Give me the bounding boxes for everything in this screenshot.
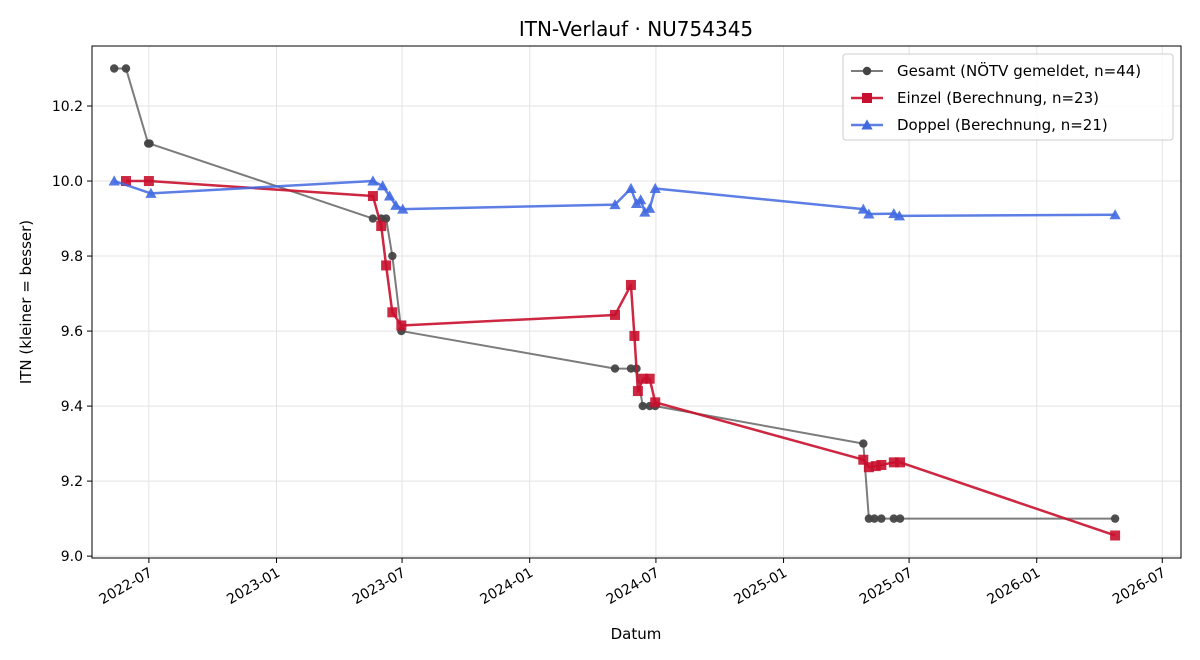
series-markers — [109, 64, 1120, 523]
y-tick-label: 10.0 — [52, 174, 83, 190]
data-point-triangle — [377, 180, 389, 191]
y-tick-label: 9.4 — [61, 399, 83, 415]
data-point-circle — [877, 514, 886, 523]
data-point-triangle — [397, 203, 409, 214]
x-tick-label: 2025-01 — [731, 565, 790, 608]
data-point-square — [863, 462, 874, 473]
data-point-square — [632, 386, 643, 397]
y-tick-label: 9.2 — [61, 474, 83, 490]
data-point-circle — [368, 214, 378, 223]
data-point-triangle — [390, 199, 402, 210]
data-point-square — [1110, 530, 1121, 541]
data-point-circle — [862, 66, 872, 76]
data-point-circle — [638, 401, 647, 411]
legend-item: Gesamt (NÖTV gemeldet, n=44) — [851, 61, 1141, 80]
data-point-triangle — [857, 203, 869, 214]
data-point-triangle — [863, 208, 875, 219]
chart-title: ITN-Verlauf · NU754345 — [519, 17, 753, 41]
data-point-circle — [388, 251, 397, 261]
data-point-triangle — [108, 175, 120, 186]
data-point-square — [367, 191, 378, 202]
data-point-square — [396, 320, 407, 331]
series-2 — [120, 176, 1121, 541]
y-tick-label: 9.0 — [61, 549, 83, 565]
x-axis-label: Datum — [611, 625, 662, 643]
data-point-triangle — [635, 194, 647, 205]
data-point-circle — [145, 139, 154, 148]
series-3 — [108, 175, 1121, 221]
data-point-square — [387, 307, 398, 318]
data-point-circle — [1110, 514, 1120, 523]
series-1 — [109, 64, 1120, 523]
data-point-circle — [895, 514, 905, 523]
x-tick-label: 2025-07 — [857, 565, 916, 608]
legend-item: Einzel (Berechnung, n=23) — [851, 89, 1099, 107]
y-tick-label: 9.8 — [61, 249, 83, 265]
data-point-triangle — [367, 175, 379, 186]
y-tick-label: 10.2 — [52, 99, 83, 115]
data-point-triangle — [644, 202, 656, 213]
data-point-square — [870, 461, 881, 472]
series-markers — [120, 176, 1121, 541]
data-point-square — [625, 279, 636, 290]
data-point-triangle — [383, 190, 396, 201]
legend: Gesamt (NÖTV gemeldet, n=44) Einzel (Bere… — [842, 53, 1174, 141]
x-tick-label: 2026-01 — [985, 565, 1044, 608]
data-point-triangle — [1109, 209, 1121, 220]
data-point-square — [644, 373, 655, 384]
legend-item: Doppel (Berechnung, n=21) — [851, 116, 1108, 134]
data-point-triangle — [893, 210, 905, 221]
data-point-triangle — [609, 199, 621, 210]
x-tick-label: 2026-07 — [1110, 565, 1169, 608]
legend-label: Doppel (Berechnung, n=21) — [897, 116, 1108, 134]
x-tick-label: 2024-07 — [604, 565, 663, 608]
data-point-triangle — [649, 182, 661, 194]
data-point-square — [609, 309, 620, 320]
x-tick-label: 2022-07 — [97, 565, 156, 608]
x-tick-label: 2023-07 — [350, 565, 409, 608]
data-point-square — [376, 221, 387, 232]
data-point-square — [381, 260, 392, 271]
series-line — [113, 179, 1116, 218]
data-point-circle — [381, 214, 391, 223]
data-point-circle — [870, 514, 879, 523]
data-point-triangle — [861, 119, 873, 130]
legend-label: Gesamt (NÖTV gemeldet, n=44) — [897, 61, 1141, 80]
data-point-square — [888, 457, 899, 468]
legend-box — [842, 53, 1174, 141]
data-point-square — [862, 93, 872, 103]
y-tick-label: 9.6 — [61, 324, 83, 340]
plot-frame — [91, 45, 1182, 559]
data-point-circle — [610, 364, 620, 373]
data-point-circle — [109, 64, 119, 73]
data-point-square — [629, 330, 640, 341]
x-tick-label: 2024-01 — [477, 565, 536, 608]
data-point-circle — [889, 514, 899, 523]
data-point-square — [143, 176, 154, 187]
data-point-triangle — [625, 182, 637, 194]
data-point-square — [895, 457, 906, 468]
x-tick-label: 2023-01 — [224, 565, 283, 608]
y-axis-label: ITN (kleiner = besser) — [17, 220, 35, 384]
data-point-square — [858, 454, 869, 465]
data-point-circle — [121, 64, 131, 73]
series-layer — [108, 64, 1121, 541]
data-point-square — [638, 373, 649, 384]
data-point-circle — [859, 439, 868, 448]
data-point-square — [876, 459, 887, 470]
data-point-square — [120, 176, 131, 187]
series-markers — [108, 175, 1121, 221]
legend-label: Einzel (Berechnung, n=23) — [897, 89, 1099, 107]
series-line — [125, 179, 1116, 537]
data-point-triangle — [145, 187, 157, 198]
data-point-square — [650, 397, 661, 408]
axis-ticks: 2022-07 2023-01 2023-07 2024-01 2024-07 2025-… — [52, 99, 1169, 608]
